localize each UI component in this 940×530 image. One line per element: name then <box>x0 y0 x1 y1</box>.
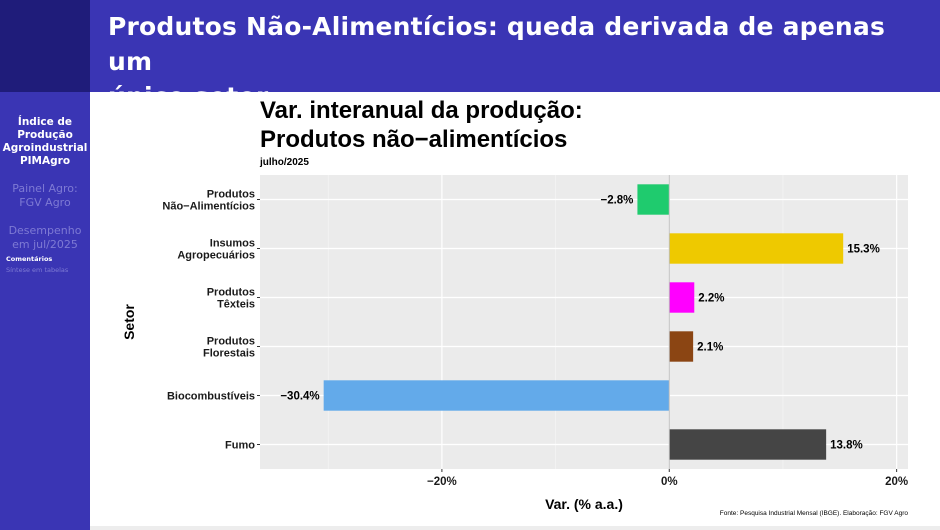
y-tick-label: Não−Alimentícios <box>162 201 255 213</box>
sidebar-section-desempenho[interactable]: Desempenho em jul/2025 <box>0 224 90 252</box>
x-tick-label: 20% <box>885 476 908 488</box>
sidebar-text: FGV Agro <box>19 196 71 209</box>
y-tick-label: Agropecuários <box>177 250 255 262</box>
data-label: 13.8% <box>830 440 863 452</box>
y-tick-label: Produtos <box>207 189 255 201</box>
y-tick-label: Têxteis <box>217 299 255 311</box>
sidebar-navigation: Índice de Produção Agroindustrial PIMAgr… <box>0 92 90 530</box>
sidebar-text: PIMAgro <box>19 155 71 167</box>
bar <box>669 331 694 362</box>
chart-title: Var. interanual da produção: Produtos nã… <box>260 96 583 154</box>
y-tick-label: Insumos <box>210 238 255 250</box>
sidebar-section-pimagro[interactable]: Índice de Produção Agroindustrial PIMAgr… <box>0 116 90 168</box>
sidebar-text: Desempenho <box>8 224 82 237</box>
bar <box>669 233 844 264</box>
sidebar-section-painel-agro[interactable]: Painel Agro: FGV Agro <box>0 182 90 210</box>
bar <box>323 380 670 411</box>
data-label: 2.1% <box>697 342 723 354</box>
bar <box>637 184 670 215</box>
chart-subtitle: julho/2025 <box>260 157 309 168</box>
sidebar-subitem-sintese[interactable]: Síntese em tabelas <box>6 266 69 274</box>
sidebar-subitem-comentarios[interactable]: Comentários <box>6 255 53 263</box>
slide-header: Produtos Não-Alimentícios: queda derivad… <box>0 0 940 111</box>
data-label: 2.2% <box>698 293 724 305</box>
data-label: −30.4% <box>280 391 319 403</box>
x-axis-title: Var. (% a.a.) <box>545 496 623 512</box>
y-tick-label: Produtos <box>207 287 255 299</box>
header-corner <box>0 0 90 92</box>
slide-title-line-2: único setor <box>108 82 269 111</box>
bar <box>669 282 695 313</box>
sidebar-text: em jul/2025 <box>12 238 78 251</box>
bar <box>669 429 827 460</box>
y-axis-title: Setor <box>121 304 137 340</box>
slide-title: Produtos Não-Alimentícios: queda derivad… <box>108 9 928 114</box>
sidebar-text: Índice de <box>17 116 73 128</box>
bar-chart: −2.8%ProdutosNão−Alimentícios15.3%Insumo… <box>121 175 909 517</box>
chart-title-line-2: Produtos não−alimentícios <box>260 126 568 153</box>
sidebar-text: Painel Agro: <box>12 182 78 195</box>
data-label: 15.3% <box>847 244 880 256</box>
slide-title-line-1: Produtos Não-Alimentícios: queda derivad… <box>108 12 886 76</box>
y-tick-label: Florestais <box>203 348 255 360</box>
x-tick-label: −20% <box>427 476 457 488</box>
chart-title-line-1: Var. interanual da produção: <box>260 97 583 124</box>
sidebar-text: Agroindustrial <box>2 142 88 154</box>
footer-strip <box>90 526 940 530</box>
x-tick-label: 0% <box>661 476 678 488</box>
sidebar-text: Produção <box>17 129 73 141</box>
y-tick-label: Fumo <box>225 440 255 452</box>
chart-caption: Fonte: Pesquisa Industrial Mensal (IBGE)… <box>720 510 909 517</box>
y-tick-label: Biocombustíveis <box>167 391 255 403</box>
data-label: −2.8% <box>600 195 633 207</box>
y-tick-label: Produtos <box>207 336 255 348</box>
plot-panel <box>260 175 908 469</box>
